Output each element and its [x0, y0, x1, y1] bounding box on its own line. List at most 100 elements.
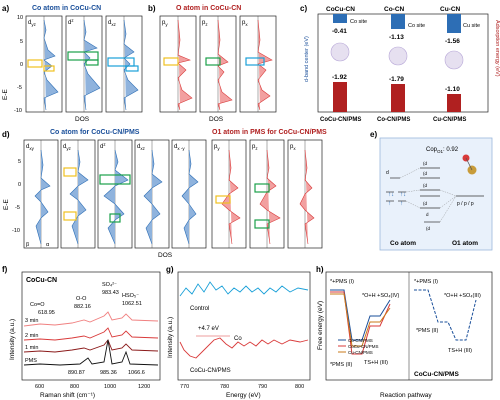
- panel-f-ann-618: 618.95: [38, 310, 55, 316]
- panel-b-dos-2: [217, 19, 233, 111]
- panel-e-orb-3: (d: [423, 183, 427, 188]
- panel-f-xlabel: Raman shift (cm⁻¹): [40, 392, 95, 399]
- panel-a-ytick-4: -5: [17, 85, 22, 91]
- panel-f-xtick-1: 600: [35, 384, 44, 390]
- panel-c-dband-val-1: -0.41: [332, 28, 347, 35]
- panel-d-o-dos-2: [259, 149, 281, 245]
- panel-f-ann-oo: O-O: [76, 296, 87, 302]
- panel-c-site-3: Cu site: [463, 23, 480, 29]
- panel-a-highlight-yellow-2: [43, 65, 55, 72]
- panel-d-co-dos-5: [181, 149, 199, 245]
- panel-b-highlight-cyan: [245, 57, 265, 66]
- panel-c-letter: c): [300, 4, 307, 13]
- panel-c-ads-val-3: -1.10: [445, 86, 460, 93]
- panel-d-o-orb-3: px: [290, 144, 296, 151]
- panel-d-co-dos-2: [69, 149, 89, 245]
- panel-b-orb-3: px: [242, 20, 248, 27]
- panel-c-molecule-3: [444, 50, 464, 70]
- panel-d-o-dos-1: [221, 149, 241, 245]
- panel-d-co-orb-4: dxz: [137, 144, 146, 151]
- panel-d-highlight-green-2: [109, 213, 121, 223]
- panel-d-title-right: O1 atom in PMS for CoCu-CN/PMS: [212, 129, 327, 136]
- panel-c-molecule-1: [330, 42, 350, 62]
- svg-text:↑: ↑: [388, 201, 391, 207]
- panel-f-ann-coo: Co=O: [30, 302, 45, 308]
- panel-d-co-dos-1: [34, 149, 51, 245]
- panel-f-ann-1062: 1062.51: [122, 301, 142, 307]
- panel-a-highlight-green-1: [67, 51, 99, 61]
- panel-h-right-title: CoCu-CN/PMS: [414, 371, 459, 378]
- svg-text:↑↓: ↑↓: [400, 192, 406, 198]
- panel-c-dband-bar-1: [333, 14, 347, 23]
- panel-c-cat-3: Cu-CN: [440, 6, 461, 13]
- panel-f-letter: f): [2, 265, 8, 274]
- panel-d-highlight-yellow-2: [63, 211, 77, 221]
- svg-text:↑↓: ↑↓: [388, 192, 394, 198]
- panel-c-dband-val-3: -1.56: [445, 38, 460, 45]
- panel-f-title: CoCu-CN: [26, 277, 57, 284]
- panel-e-letter: e): [370, 130, 377, 139]
- panel-c: c) CoCu-CN Co-CN Cu-CN d-band center (eV…: [300, 4, 500, 123]
- panel-c-ads-val-2: -1.79: [389, 76, 404, 83]
- panel-f-ann-983: 983.43: [102, 290, 119, 296]
- panel-d-ytick-1: 5: [18, 159, 21, 165]
- panel-e-orb-p: p / p / p: [457, 201, 474, 207]
- panel-f-label-1min: 1 min: [25, 345, 38, 351]
- panel-f-ann-882: 882.16: [74, 304, 91, 310]
- panel-b-orb-2: pz: [202, 20, 208, 27]
- panel-a-ytick-5: -10: [14, 108, 22, 114]
- panel-b-title: O atom in CoCu-CN: [176, 5, 241, 12]
- panel-g-spectrum-control: [179, 281, 309, 297]
- panel-d-letter: d): [2, 130, 10, 139]
- panel-e-o-label: O1 atom: [452, 240, 478, 247]
- panel-c-ads-bar-3: [447, 94, 461, 112]
- panel-h-right-state-4: TS+H (III): [448, 348, 472, 354]
- panel-a-highlight-cyan-1: [107, 57, 135, 67]
- panel-f-spectrum-pms: [23, 339, 159, 366]
- panel-c-ads-val-1: -1.92: [332, 74, 347, 81]
- panel-g-label-control: Control: [190, 306, 209, 312]
- panel-d-title-left: Co atom for CoCu-CN/PMS: [50, 129, 140, 136]
- panel-e-orb-1: (d: [423, 161, 427, 166]
- panel-e-co-label: Co atom: [390, 240, 416, 247]
- panel-c-dband-bar-3: [447, 14, 461, 33]
- panel-d-highlight-yellow-1: [63, 167, 77, 177]
- panel-h-left-state-3: *PMS (II): [330, 362, 352, 368]
- panel-d-co-orb-5: dx -y: [174, 144, 185, 151]
- panel-e-orb-2: (d: [423, 171, 427, 176]
- panel-a-ytick-1: 10: [17, 15, 23, 21]
- panel-b: b) O atom in CoCu-CN py pz px DOS: [148, 4, 277, 123]
- panel-h-left-state-1: *+PMS (I): [330, 279, 354, 285]
- panel-d-co-dos-3: [103, 149, 129, 245]
- panel-a-dos-1: [43, 19, 59, 111]
- panel-d-o-highlight-green-2: [254, 219, 270, 229]
- panel-d-co-orb-2: dyz: [63, 144, 72, 151]
- panel-h-right-state-2: *O+H +SO₄(III): [444, 293, 481, 299]
- panel-f-xtick-4: 1200: [138, 384, 150, 390]
- panel-c-bottom-1: CoCu-CN/PMS: [320, 117, 361, 123]
- panel-d: d) Co atom for CoCu-CN/PMS O1 atom in PM…: [2, 129, 327, 259]
- panel-h-legend-2: CoCu-CN/PMS: [348, 344, 379, 349]
- panel-b-xlabel: DOS: [209, 116, 224, 123]
- panel-a: a) Co atom in CoCu-CN E-E 10 5 0 -5 -10 …: [2, 4, 143, 123]
- panel-h: h) Free energy (eV) Reaction pathway CoC…: [316, 265, 493, 399]
- panel-h-path-right: [414, 289, 477, 341]
- panel-a-highlight-green-2: [85, 59, 99, 66]
- panel-c-dband-val-2: -1.13: [389, 34, 404, 41]
- panel-d-co-dos-4: [143, 149, 163, 245]
- panel-c-dband-bar-2: [391, 14, 405, 29]
- panel-h-right-state-3: *PMS (II): [416, 328, 438, 334]
- panel-g-spectrum-cocu: [179, 337, 309, 359]
- panel-f-xtick-2: 800: [70, 384, 79, 390]
- panel-d-o-highlight-green-1: [254, 183, 270, 193]
- panel-f-spectrum-1min: [23, 339, 159, 353]
- panel-d-ylabel: E-E: [3, 199, 10, 211]
- panel-c-molecule-2: [388, 46, 408, 66]
- panel-g-frame: [177, 271, 311, 381]
- panel-d-xlabel: DOS: [158, 252, 173, 259]
- panel-h-path-co: [330, 289, 391, 341]
- panel-c-cat-2: Co-CN: [384, 6, 405, 13]
- panel-a-dos-3: [123, 19, 139, 111]
- panel-d-spin-alpha: α: [46, 242, 50, 248]
- panel-c-site-1: Co site: [350, 19, 367, 25]
